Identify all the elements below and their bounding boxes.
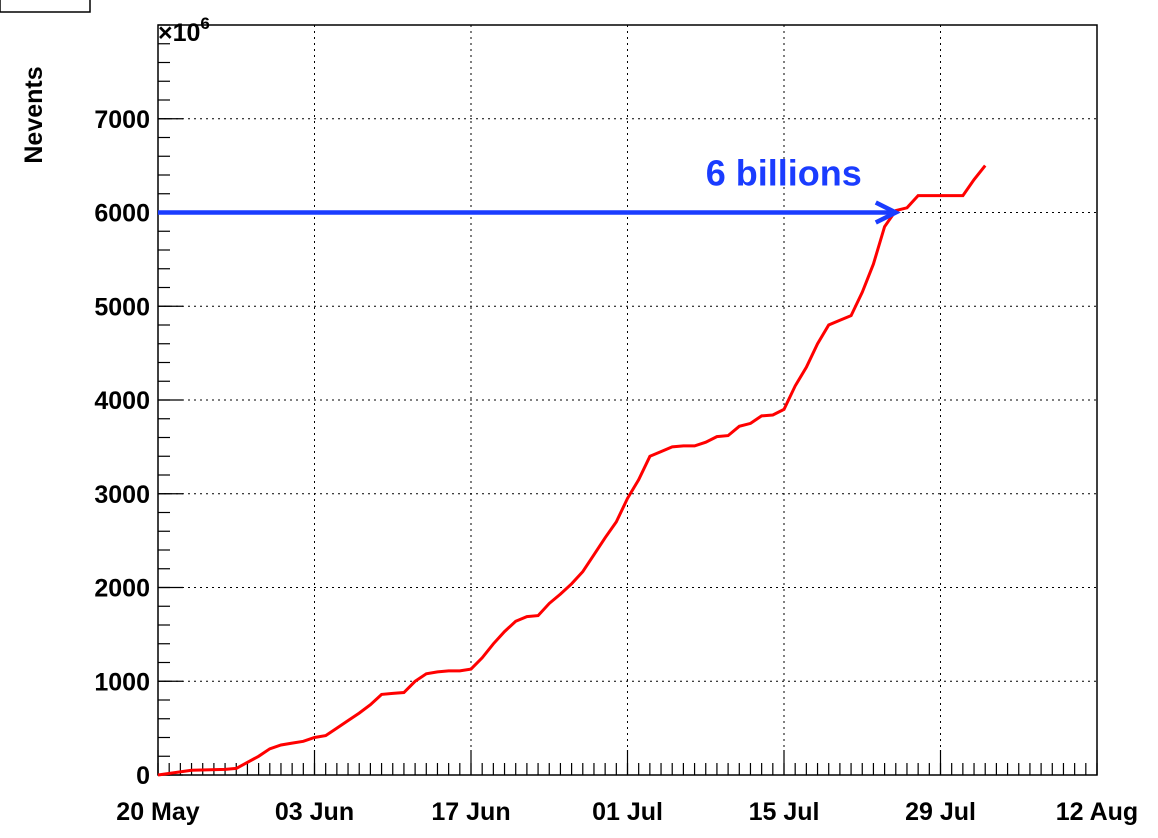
x-tick-label: 12 Aug — [1056, 798, 1138, 826]
x-tick-label: 03 Jun — [275, 798, 354, 826]
y-tick-label: 2000 — [94, 575, 150, 603]
y-scale-base: ×10 — [158, 19, 200, 47]
y-tick-label: 1000 — [94, 668, 150, 696]
x-tick-label: 20 May — [116, 798, 199, 826]
y-tick-label: 5000 — [94, 293, 150, 321]
data-line — [157, 164, 987, 777]
y-tick-label: 0 — [136, 762, 150, 790]
y-axis-label: Nevents — [20, 66, 48, 163]
y-scale-exponent: 6 — [200, 14, 209, 33]
x-tick-label: 29 Jul — [905, 798, 976, 826]
x-tick-label: 15 Jul — [749, 798, 820, 826]
y-tick-label: 6000 — [94, 200, 150, 228]
x-tick-label: 01 Jul — [592, 798, 663, 826]
x-tick-label: 17 Jun — [431, 798, 510, 826]
y-tick-label: 7000 — [94, 106, 150, 134]
y-tick-label: 3000 — [94, 481, 150, 509]
y-scale-label: ×106 — [158, 14, 210, 47]
y-tick-label: 4000 — [94, 387, 150, 415]
arrow-head — [874, 200, 901, 225]
stat-box — [0, 0, 91, 13]
annotation-text: 6 billions — [706, 153, 862, 194]
